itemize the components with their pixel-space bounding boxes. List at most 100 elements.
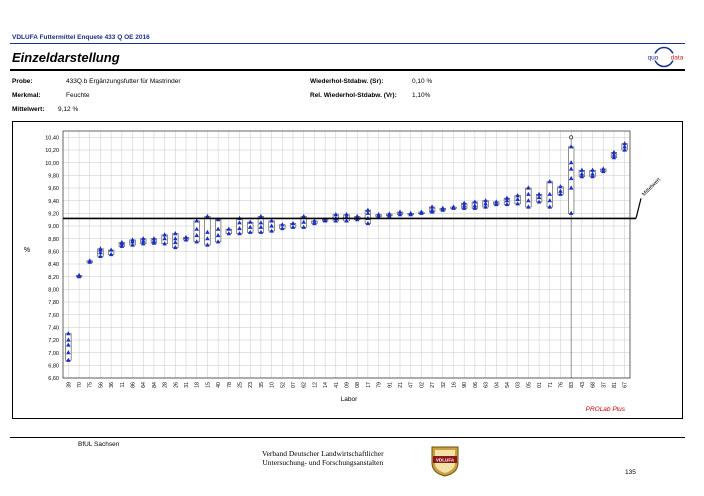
y-axis: 6,60 6,80 7,00 7,20 7,40 7,60 7,80 8,00 8,20 8,40…	[45, 136, 59, 383]
y-tick-label: 9,20	[48, 212, 59, 218]
measurement-point	[280, 222, 285, 227]
x-tick-label: 04	[494, 382, 500, 388]
lab-box-54	[503, 195, 511, 207]
lab-box-36	[108, 247, 115, 257]
x-tick-label: 21	[398, 382, 404, 388]
y-tick-label: 8,20	[48, 275, 59, 281]
lab-box-81	[610, 149, 618, 160]
measurement-point	[568, 166, 574, 171]
measurement-point	[547, 198, 553, 203]
measurement-point	[301, 213, 307, 219]
measurement-point	[333, 218, 339, 223]
lab-box-76	[557, 184, 564, 196]
y-tick-label: 6,60	[48, 376, 59, 382]
x-tick-label: 75	[88, 382, 94, 388]
measurement-point	[568, 175, 574, 181]
measurement-point	[98, 253, 103, 258]
measurement-point	[408, 210, 413, 215]
x-tick-label: 64	[141, 382, 147, 388]
measurement-point	[611, 149, 617, 155]
measurement-point	[151, 238, 157, 243]
measurement-point	[333, 212, 339, 217]
measurement-point	[579, 171, 585, 176]
lab-box-84	[150, 236, 158, 245]
prolab-credit: PROLab Plus	[586, 406, 626, 413]
measurement-point	[130, 242, 135, 247]
lab-box-05	[525, 185, 532, 209]
measurement-point	[472, 203, 478, 208]
lab-box-27	[428, 204, 436, 214]
lab-box-03	[514, 193, 521, 206]
lab-box-21	[396, 209, 404, 217]
measurement-point	[344, 218, 349, 223]
measurement-point	[66, 342, 71, 347]
measurement-point	[87, 258, 93, 263]
x-tick-label: 86	[131, 382, 137, 388]
measurement-point	[247, 224, 253, 229]
measurement-point	[600, 168, 606, 174]
footer-divider	[10, 437, 685, 438]
measurement-point	[108, 247, 114, 252]
measurement-point	[140, 241, 146, 246]
lab-box-86	[129, 237, 136, 247]
x-tick-label: 25	[238, 382, 244, 388]
lab-box-91	[386, 211, 393, 218]
x-tick-label: 06	[473, 382, 479, 388]
measurement-point	[590, 167, 595, 172]
measurement-point	[269, 223, 274, 228]
y-tick-label: 9,80	[48, 174, 59, 180]
lab-box-79	[375, 212, 382, 219]
measurement-point	[162, 232, 167, 237]
plot-area-border	[62, 130, 631, 379]
quodata-logo: quo data	[642, 46, 686, 68]
measurement-point	[301, 219, 307, 224]
y-tick-label: 7,20	[48, 338, 59, 344]
measurement-point	[483, 198, 488, 203]
measurement-point	[526, 204, 531, 209]
lab-box-40	[215, 217, 222, 244]
x-tick-label: 78	[227, 382, 233, 388]
lab-box-71	[546, 179, 553, 209]
lab-box-28	[161, 232, 168, 246]
measurement-point	[108, 251, 114, 257]
measurement-point	[526, 191, 531, 196]
lab-box-08	[354, 213, 361, 222]
measurement-point	[365, 210, 371, 215]
lab-box-15	[204, 213, 211, 247]
sr-value: 0,10 %	[412, 78, 433, 85]
measurement-point	[568, 144, 574, 149]
measurement-point	[451, 204, 456, 209]
measurement-point	[515, 201, 520, 206]
box	[193, 220, 200, 243]
x-axis-label: Labor	[341, 396, 358, 403]
x-tick-label: 01	[537, 382, 543, 388]
lab-box-43	[578, 167, 585, 179]
lab-box-31	[182, 234, 190, 242]
measurement-point	[301, 224, 307, 229]
measurement-point	[504, 198, 510, 203]
x-tick-label: 15	[205, 382, 211, 388]
measurement-point	[66, 350, 71, 355]
measurement-point	[622, 144, 627, 149]
measurement-point	[140, 236, 146, 241]
x-tick-label: 03	[516, 382, 522, 388]
page-heading: Einzeldarstellung	[12, 50, 120, 65]
measurement-point	[269, 218, 274, 223]
measurement-point	[194, 232, 200, 238]
header-divider	[10, 43, 685, 44]
association-line-1: Verband Deutscher Landwirtschaftlicher	[262, 449, 384, 458]
x-tick-label: 10	[270, 382, 276, 388]
lab-box-62	[300, 213, 307, 229]
lab-box-39	[65, 331, 72, 362]
lab-box-32	[439, 205, 446, 212]
x-tick-label: 81	[612, 382, 618, 388]
measurement-point	[237, 231, 242, 236]
measurement-point	[568, 210, 574, 215]
grid-lines	[62, 130, 631, 379]
measurement-point	[429, 204, 435, 209]
y-tick-label: 10,20	[45, 148, 59, 154]
lab-box-64	[140, 236, 147, 246]
lab-box-63	[482, 198, 489, 209]
y-tick-label: 7,00	[48, 351, 59, 357]
heading-divider	[10, 69, 685, 71]
